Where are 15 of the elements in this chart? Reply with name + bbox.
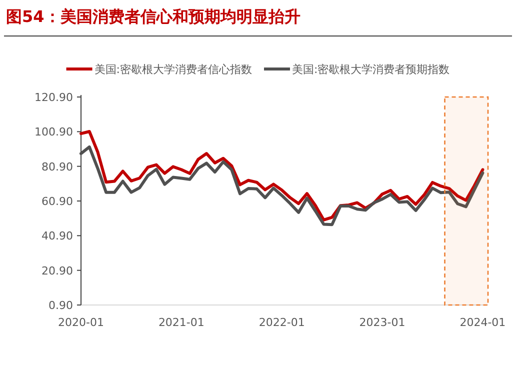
- y-tick-label: 0.90: [48, 299, 73, 312]
- legend-label: 美国:密歇根大学消费者信心指数: [94, 63, 252, 76]
- y-tick-label: 120.90: [34, 91, 73, 104]
- y-tick-label: 40.90: [42, 230, 73, 243]
- legend-label: 美国:密歇根大学消费者预期指数: [292, 63, 450, 76]
- x-tick-label: 2021-01: [158, 316, 204, 329]
- x-tick-label: 2023-01: [359, 316, 406, 329]
- x-tick-label: 2020-01: [58, 316, 104, 329]
- y-tick-label: 60.90: [42, 195, 73, 208]
- x-tick-label: 2022-01: [258, 316, 305, 329]
- y-tick-label: 80.90: [42, 160, 73, 174]
- y-tick-label: 100.90: [34, 126, 73, 139]
- y-tick-label: 20.90: [42, 264, 73, 278]
- chart-title: 图54：美国消费者信心和预期均明显抬升: [6, 7, 300, 26]
- x-tick-label: 2024-01: [460, 316, 506, 329]
